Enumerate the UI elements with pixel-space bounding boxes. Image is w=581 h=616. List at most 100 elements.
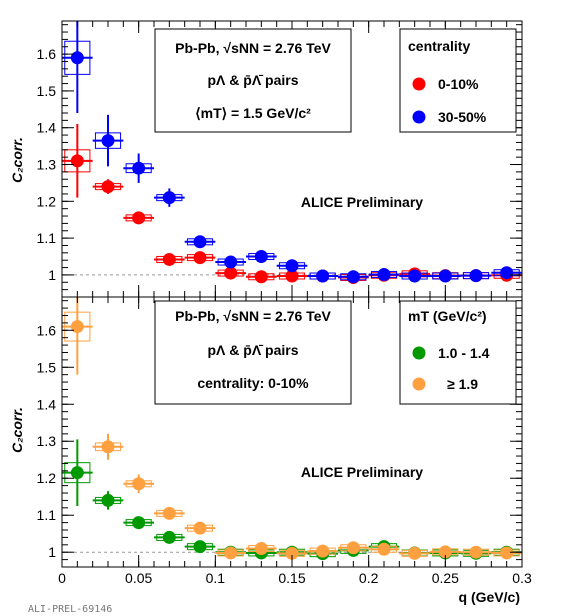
bottom-y-tick-label: 1.3	[37, 433, 57, 449]
top-data-point	[193, 235, 207, 249]
bottom-series-1	[62, 297, 522, 560]
top-y-axis: 1 1.1 1.2 1.3 1.4 1.5 1.6	[37, 24, 522, 298]
bottom-data-point	[193, 540, 207, 554]
top-panel: 1 1.1 1.2 1.3 1.4 1.5 1.6 C₂corr. Pb-Pb, √sNN …	[9, 20, 523, 298]
top-data-point	[162, 252, 176, 266]
bottom-legend-title: mT (GeV/c²)	[408, 308, 487, 324]
top-y-tick-label: 1.5	[37, 83, 57, 99]
top-data-point	[377, 268, 391, 282]
bottom-info-box	[154, 300, 352, 405]
top-data-point	[193, 251, 207, 265]
x-tick-label: 0	[58, 570, 66, 586]
top-data-point	[132, 211, 146, 225]
bottom-data-point	[377, 542, 391, 556]
top-y-axis-label: C₂corr.	[9, 137, 25, 183]
bottom-data-layer	[62, 297, 522, 561]
top-data-point	[162, 191, 176, 205]
top-y-tick-label: 1.3	[37, 157, 57, 173]
bottom-info-line-1: Pb-Pb, √sNN = 2.76 TeV	[175, 308, 331, 324]
bottom-data-point	[70, 466, 84, 480]
top-data-point	[408, 269, 422, 283]
top-legend-label-30-50: 30-50%	[438, 109, 487, 125]
bottom-alice-preliminary: ALICE Preliminary	[301, 464, 423, 480]
x-tick-label: 0.2	[359, 570, 379, 586]
top-data-point	[70, 51, 84, 65]
bottom-data-point	[408, 546, 422, 560]
bottom-y-tick-label: 1.2	[37, 470, 57, 486]
top-y-tick-label: 1.1	[37, 230, 57, 246]
bottom-x-axis: 0 0.05 0.1 0.15 0.2 0.25 0.3	[58, 297, 532, 586]
top-data-point	[346, 270, 360, 284]
top-data-point	[101, 134, 115, 148]
bottom-data-point	[101, 493, 115, 507]
top-y-tick-label: 1.2	[37, 193, 57, 209]
top-data-point	[254, 270, 268, 284]
top-data-point	[70, 154, 84, 168]
top-data-point	[101, 180, 115, 194]
top-data-point	[224, 266, 238, 280]
bottom-series-0	[62, 439, 522, 561]
bottom-panel: 11.11.21.31.41.51.6 0 0.05 0.1 0.15 0.2 0.25 0…	[9, 296, 532, 605]
bottom-y-tick-label: 1.5	[37, 359, 57, 375]
bottom-data-point	[70, 320, 84, 334]
bottom-data-point	[438, 545, 452, 559]
bottom-data-point	[132, 477, 146, 491]
top-data-layer	[62, 21, 522, 284]
x-tick-label: 0.05	[125, 570, 152, 586]
bottom-data-point	[500, 546, 514, 560]
x-tick-label: 0.3	[512, 570, 532, 586]
top-x-axis-ticks	[61, 21, 523, 297]
top-legend-marker-0-10	[412, 77, 426, 91]
bottom-legend-marker-orange	[412, 377, 426, 391]
preliminary-id-label: ALI-PREL-69146	[28, 604, 112, 615]
bottom-y-axis: 1 1.1 1.2 1.3 1.4 1.5 1.6	[37, 300, 522, 568]
top-data-point	[132, 161, 146, 175]
top-legend-marker-30-50	[412, 110, 426, 124]
top-y-tick-label: 1	[48, 267, 56, 283]
bottom-data-point	[162, 506, 176, 520]
bottom-legend-label-green: 1.0 - 1.4	[438, 345, 490, 361]
bottom-y-tick-label: 1.4	[37, 396, 57, 412]
top-data-point	[438, 269, 452, 283]
bottom-y-tick-label: 1	[48, 544, 56, 560]
bottom-data-point	[193, 521, 207, 535]
bottom-info-line-2: pΛ & p̄Λ̄ pairs	[207, 342, 298, 358]
bottom-data-point	[224, 546, 238, 560]
top-data-point	[469, 269, 483, 283]
top-legend-title: centrality	[408, 38, 470, 54]
bottom-data-point	[285, 546, 299, 560]
top-info-line-1: Pb-Pb, √sNN = 2.76 TeV	[175, 40, 331, 56]
top-data-point	[500, 266, 514, 280]
bottom-data-point	[346, 541, 360, 555]
bottom-data-point	[316, 544, 330, 558]
bottom-y-axis-label: C₂corr.	[9, 407, 25, 453]
x-tick-label: 0.15	[278, 570, 305, 586]
bottom-data-point	[469, 545, 483, 559]
x-tick-label: 0.25	[432, 570, 459, 586]
bottom-data-point	[101, 440, 115, 454]
top-info-line-3: ⟨mT⟩ = 1.5 GeV/c²	[195, 105, 311, 121]
bottom-info-line-3: centrality: 0-10%	[197, 375, 309, 391]
top-info-line-2: pΛ & p̄Λ̄ pairs	[207, 72, 298, 88]
top-y-tick-label: 1.4	[37, 120, 57, 136]
bottom-legend-marker-green	[412, 346, 426, 360]
bottom-y-tick-label: 1.6	[37, 322, 57, 338]
top-alice-preliminary: ALICE Preliminary	[301, 194, 423, 210]
bottom-y-tick-label: 1.1	[37, 507, 57, 523]
x-tick-label: 0.1	[206, 570, 226, 586]
top-data-point	[285, 269, 299, 283]
top-data-point	[224, 255, 238, 269]
top-series-1	[62, 21, 522, 284]
top-data-point	[316, 269, 330, 283]
bottom-data-point	[162, 530, 176, 544]
bottom-legend-label-orange: ≥ 1.9	[447, 376, 478, 392]
top-legend-label-0-10: 0-10%	[438, 76, 479, 92]
top-info-box	[154, 28, 352, 133]
bottom-data-point	[132, 516, 146, 530]
x-axis-label: q (GeV/c)	[459, 589, 520, 605]
top-data-point	[285, 259, 299, 273]
top-y-tick-label: 1.6	[37, 46, 57, 62]
top-data-point	[254, 250, 268, 264]
bottom-data-point	[254, 542, 268, 556]
